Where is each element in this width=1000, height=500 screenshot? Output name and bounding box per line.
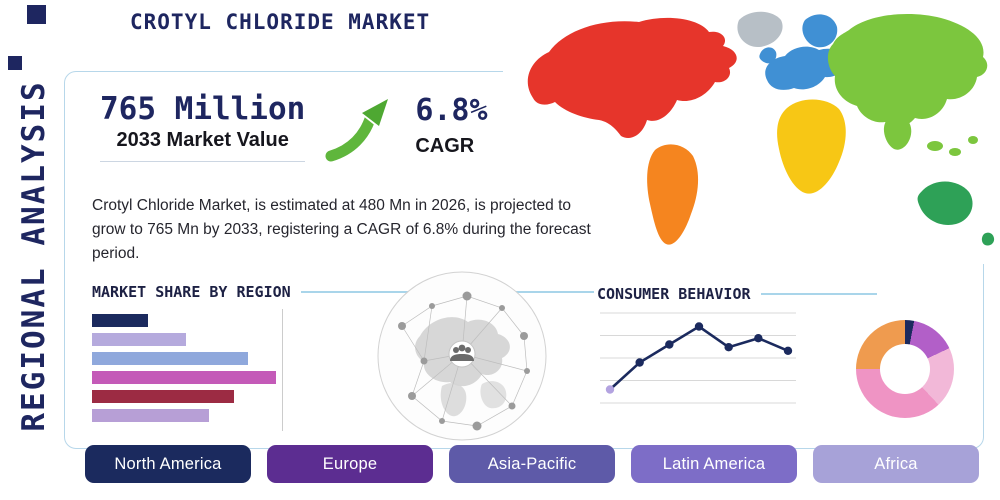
line-chart <box>600 312 796 404</box>
continent-asia <box>827 14 988 127</box>
decor-square-left <box>8 56 22 70</box>
cagr-label: CAGR <box>415 135 475 157</box>
donut-chart <box>856 320 954 418</box>
consumer-behavior-title: CONSUMER BEHAVIOR <box>597 285 751 303</box>
region-se-asia-island <box>949 148 961 156</box>
bar-region-4 <box>92 371 277 384</box>
vertical-label-regional-analysis: REGIONAL ANALYSIS <box>16 80 52 432</box>
region-india <box>883 115 912 150</box>
market-value-label: 2033 Market Value <box>100 129 306 163</box>
bar-region-1 <box>92 314 148 327</box>
world-map-illustration <box>503 0 1000 264</box>
continent-south-america <box>647 144 699 245</box>
bar-chart <box>92 309 284 431</box>
headline-stats: 765 Million 2033 Market Value 6.8% CAGR <box>100 91 488 163</box>
region-uk <box>759 47 777 64</box>
continent-north-america <box>527 17 737 139</box>
page-title: CROTYL CHLORIDE MARKET <box>130 10 431 34</box>
continent-europe <box>765 46 845 90</box>
region-new-zealand <box>981 232 995 246</box>
people-icon <box>450 344 474 361</box>
continent-africa <box>777 99 846 194</box>
world-map-svg <box>527 11 995 246</box>
region-button-africa[interactable]: Africa <box>813 445 979 483</box>
market-share-title: MARKET SHARE BY REGION <box>92 283 291 301</box>
market-value: 765 Million <box>100 91 306 127</box>
section-header-consumer-behavior: CONSUMER BEHAVIOR <box>597 285 877 303</box>
region-button-asia-pacific[interactable]: Asia-Pacific <box>449 445 615 483</box>
market-description: Crotyl Chloride Market, is estimated at … <box>92 196 591 262</box>
bar-region-5 <box>92 390 235 403</box>
region-se-asia-island <box>968 136 978 144</box>
region-button-north-america[interactable]: North America <box>85 445 251 483</box>
continent-australia <box>917 181 973 225</box>
donut-hole <box>880 344 930 394</box>
bar-region-2 <box>92 333 187 346</box>
market-value-block: 765 Million 2033 Market Value <box>100 91 306 163</box>
network-globe-svg <box>377 271 547 441</box>
cagr-block: 6.8% CAGR <box>415 94 487 158</box>
network-globe-illustration <box>372 266 552 446</box>
growth-arrow-icon <box>325 94 394 162</box>
region-se-asia-island <box>927 141 943 151</box>
bar-region-3 <box>92 352 248 365</box>
region-buttons: North America Europe Asia-Pacific Latin Ame… <box>85 445 979 483</box>
bar-chart-gridline <box>282 309 283 431</box>
region-scandinavia <box>802 14 838 48</box>
line-chart-container <box>598 303 798 415</box>
region-button-latin-america[interactable]: Latin America <box>631 445 797 483</box>
decor-square-top <box>27 5 46 24</box>
cagr-value: 6.8% <box>415 93 488 128</box>
region-button-europe[interactable]: Europe <box>267 445 433 483</box>
section-header-market-share: MARKET SHARE BY REGION <box>92 283 594 301</box>
bar-region-6 <box>92 409 210 422</box>
continent-greenland <box>737 11 783 48</box>
